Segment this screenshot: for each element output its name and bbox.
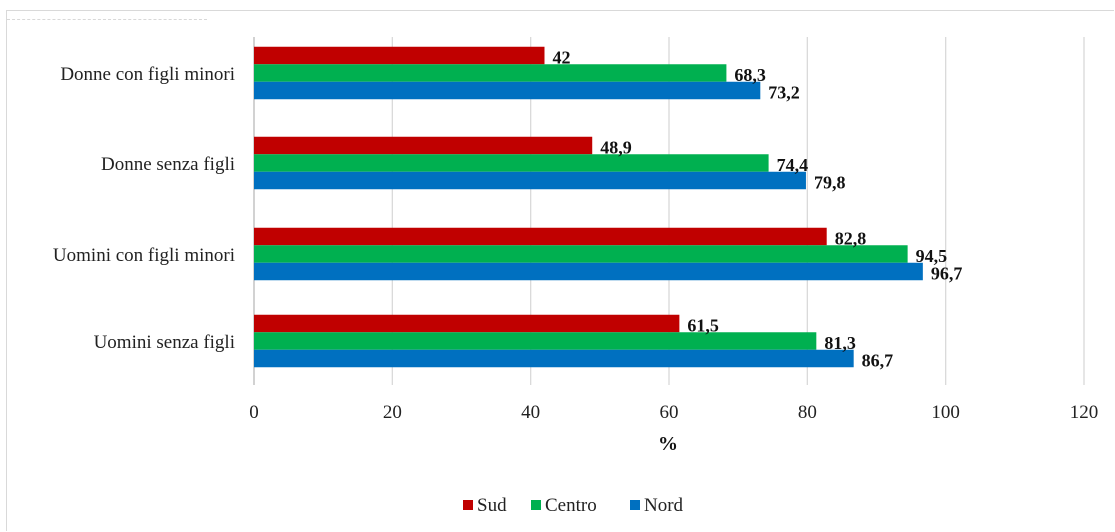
data-label: 82,8 — [835, 228, 867, 248]
bar-nord — [254, 82, 760, 100]
x-tick-label: 100 — [931, 402, 960, 423]
data-label: 42 — [553, 47, 571, 67]
bar-centro — [254, 332, 816, 350]
bar-sud — [254, 228, 827, 246]
data-label: 68,3 — [734, 65, 766, 85]
x-tick-label: 0 — [249, 402, 259, 423]
legend-label: Centro — [545, 495, 597, 516]
category-label: Donne senza figli — [101, 154, 235, 175]
bar-centro — [254, 64, 726, 82]
category-label: Uomini senza figli — [94, 332, 235, 353]
category-label: Uomini con figli minori — [53, 245, 235, 266]
legend-swatch-sud — [463, 500, 473, 510]
bar-centro — [254, 154, 769, 172]
data-label: 61,5 — [687, 315, 719, 335]
bar-sud — [254, 315, 679, 333]
data-label: 48,9 — [600, 137, 632, 157]
x-tick-label: 40 — [521, 402, 540, 423]
x-tick-label: 120 — [1070, 402, 1099, 423]
bar-nord — [254, 172, 806, 190]
bar-nord — [254, 350, 854, 368]
data-label: 81,3 — [824, 333, 856, 353]
x-tick-labels: 0 20 40 60 80 100 120 — [249, 402, 1098, 423]
data-label: 96,7 — [931, 263, 963, 283]
legend-label: Sud — [477, 495, 507, 516]
data-label: 74,4 — [777, 155, 809, 175]
data-label: 79,8 — [814, 172, 846, 192]
category-labels: Donne con figli minori Donne senza figli U… — [53, 64, 235, 353]
data-label: 86,7 — [862, 350, 894, 370]
bar-nord — [254, 263, 923, 281]
bar-centro — [254, 245, 908, 263]
legend-swatch-nord — [630, 500, 640, 510]
legend-label: Nord — [644, 495, 684, 516]
legend-swatch-centro — [531, 500, 541, 510]
x-tick-label: 20 — [383, 402, 402, 423]
bars — [254, 47, 923, 368]
bar-sud — [254, 137, 592, 155]
category-label: Donne con figli minori — [60, 64, 235, 85]
bar-sud — [254, 47, 545, 65]
legend: Sud Centro Nord — [463, 495, 684, 516]
x-tick-label: 60 — [660, 402, 679, 423]
x-tick-label: 80 — [798, 402, 817, 423]
x-axis-title: % — [658, 433, 678, 455]
data-label: 73,2 — [768, 82, 800, 102]
